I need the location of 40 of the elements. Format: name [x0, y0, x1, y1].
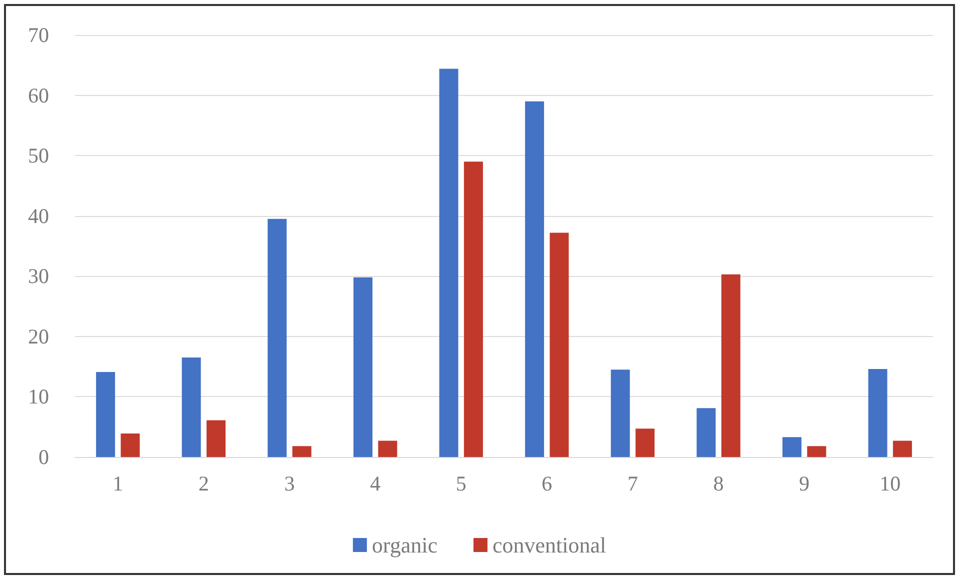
y-tick-label: 60	[28, 83, 49, 108]
bar	[353, 277, 372, 457]
bar	[892, 440, 912, 457]
y-tick-label: 20	[28, 324, 49, 348]
x-tick-label: 4	[370, 472, 382, 496]
bar	[378, 440, 398, 457]
bar	[807, 446, 826, 457]
y-tick-label: 30	[28, 264, 49, 288]
bar	[696, 408, 716, 457]
bar	[464, 162, 483, 457]
x-tick-label: 7	[627, 472, 638, 496]
bar	[206, 420, 226, 457]
bar	[292, 446, 312, 457]
y-tick-label: 70	[28, 23, 49, 47]
y-tick-label: 0	[38, 445, 49, 469]
bar	[721, 274, 740, 457]
bar	[636, 428, 655, 457]
y-tick-label: 40	[28, 204, 49, 228]
x-tick-label: 10	[880, 472, 901, 496]
bar	[96, 372, 116, 457]
bar	[439, 68, 458, 457]
legend-label: conventional	[492, 532, 606, 558]
legend-label: organic	[372, 532, 438, 558]
x-tick-label: 2	[198, 472, 209, 496]
y-tick-label: 50	[28, 144, 49, 168]
bar	[268, 218, 287, 457]
x-tick-label: 1	[112, 472, 124, 496]
x-tick-label: 9	[799, 472, 810, 496]
x-tick-label: 6	[542, 472, 552, 496]
bar	[182, 358, 201, 457]
x-tick-label: 8	[713, 472, 724, 496]
bar	[610, 370, 630, 457]
bar	[550, 232, 569, 457]
bar	[868, 368, 888, 457]
x-tick-label: 3	[284, 472, 295, 496]
bar	[525, 101, 544, 457]
bar	[120, 433, 140, 457]
bar	[782, 437, 802, 457]
y-tick-label: 10	[28, 384, 49, 409]
x-tick-label: 5	[456, 472, 466, 496]
